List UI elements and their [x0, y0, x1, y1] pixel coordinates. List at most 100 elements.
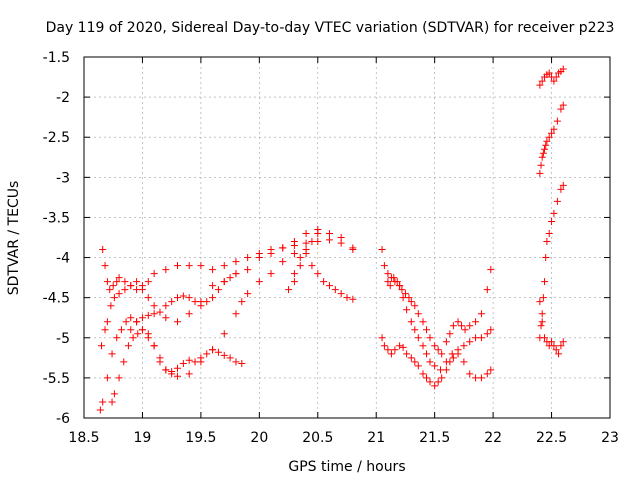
data-point: [150, 302, 158, 310]
data-point: [550, 342, 558, 350]
data-point: [414, 334, 422, 342]
data-point: [185, 310, 193, 318]
data-point: [255, 278, 263, 286]
data-point: [191, 298, 199, 306]
data-point: [536, 298, 544, 306]
data-point: [337, 290, 345, 298]
grid-lines: [84, 57, 610, 418]
y-tick-label: -2.5: [43, 130, 70, 146]
data-point: [426, 378, 434, 386]
data-point: [466, 370, 474, 378]
data-point: [267, 250, 275, 258]
data-point: [308, 262, 316, 270]
x-tick-label: 22.5: [536, 430, 567, 446]
data-point: [162, 266, 170, 274]
data-point: [431, 362, 439, 370]
data-point: [401, 290, 409, 298]
data-point: [337, 234, 345, 241]
series-track-a: [99, 236, 357, 294]
data-point: [541, 334, 549, 342]
data-point: [543, 238, 551, 246]
data-point: [349, 246, 357, 254]
data-point: [405, 294, 413, 302]
data-point: [386, 282, 394, 290]
axis-ticks: 18.5 19 19.5 20 20.5 21 21.5 22 22.5 23 -1.5 -2 -2.5…: [43, 50, 619, 446]
data-point: [308, 238, 316, 246]
data-point: [422, 350, 430, 358]
data-point: [220, 278, 228, 286]
series-track-k: [536, 101, 567, 177]
data-point: [156, 308, 164, 316]
data-point: [121, 286, 129, 294]
data-point: [285, 286, 293, 294]
y-tick-label: -6: [56, 411, 70, 427]
data-point: [553, 197, 561, 205]
data-point: [411, 302, 419, 310]
data-point: [396, 282, 404, 290]
data-point: [538, 310, 546, 318]
y-tick-label: -3: [56, 170, 70, 186]
data-point: [232, 270, 240, 278]
data-point: [387, 350, 395, 358]
data-point: [411, 326, 419, 334]
data-point: [103, 278, 111, 286]
data-point: [477, 334, 485, 342]
data-point: [144, 330, 152, 338]
data-point: [325, 236, 333, 244]
data-point: [407, 298, 415, 306]
data-point: [543, 137, 551, 145]
data-point: [110, 390, 118, 398]
data-point: [138, 314, 146, 322]
data-point: [115, 274, 123, 282]
data-point: [414, 362, 422, 370]
data-point: [403, 306, 411, 314]
data-point: [552, 346, 560, 354]
data-point: [267, 270, 275, 278]
data-point: [314, 270, 322, 278]
y-tick-label: -4.5: [43, 291, 70, 307]
data-point: [378, 334, 386, 342]
data-point: [438, 374, 446, 382]
data-point: [559, 338, 567, 346]
data-point: [343, 294, 351, 302]
data-point: [174, 318, 182, 326]
data-point: [438, 350, 446, 358]
data-point: [403, 350, 411, 358]
data-point: [477, 374, 485, 382]
series-track-b: [98, 225, 357, 350]
data-point: [232, 258, 240, 266]
data-point: [426, 358, 434, 366]
data-point: [419, 318, 427, 326]
data-point: [209, 294, 217, 302]
data-point: [290, 250, 298, 258]
data-point: [458, 322, 466, 330]
y-tick-label: -4: [56, 251, 70, 267]
data-point: [290, 238, 298, 246]
y-tick-label: -5.5: [43, 371, 70, 387]
data-point: [537, 322, 545, 330]
data-point: [127, 326, 135, 334]
data-point: [162, 302, 170, 310]
y-tick-label: -5: [56, 331, 70, 347]
series-track-f: [285, 229, 357, 303]
series-track-h: [378, 334, 495, 390]
data-point: [539, 149, 547, 157]
data-point: [174, 294, 182, 302]
data-point: [442, 358, 450, 366]
data-point: [550, 125, 558, 133]
data-point: [117, 326, 125, 334]
series-track-d: [108, 326, 246, 406]
data-point: [209, 346, 217, 354]
data-point: [380, 262, 388, 270]
data-point: [144, 278, 152, 286]
data-point: [191, 358, 199, 366]
data-point: [557, 185, 565, 193]
data-point: [446, 330, 454, 338]
data-point: [378, 246, 386, 254]
data-point: [296, 254, 304, 262]
data-point: [472, 334, 480, 342]
series-track-j: [536, 65, 567, 89]
series-track-m: [536, 298, 567, 358]
data-point: [103, 374, 111, 382]
data-point: [203, 350, 211, 358]
